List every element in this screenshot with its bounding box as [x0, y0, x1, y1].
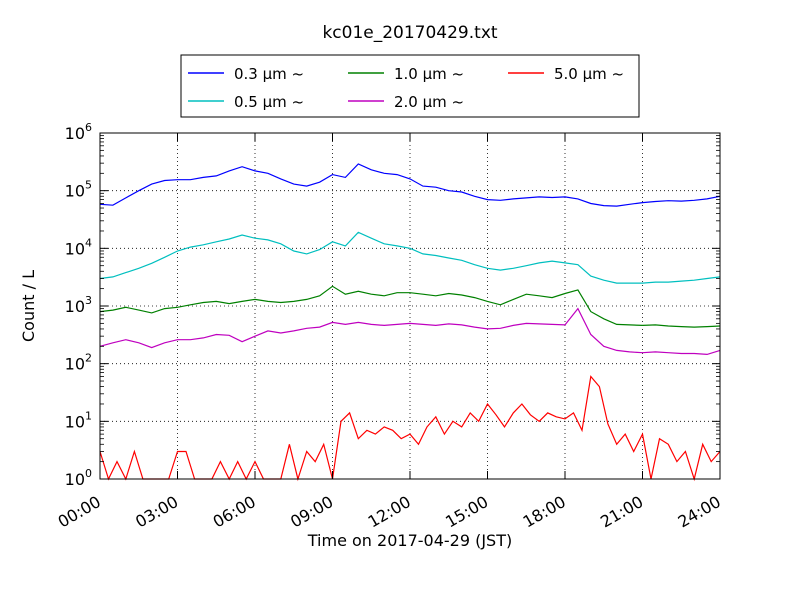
x-tick-label: 24:00 — [675, 492, 724, 532]
x-axis-ticks: 00:00 03:00 06:00 09:00 12:00 15:00 18:00 21:00… — [55, 133, 724, 532]
y-axis-ticks: 100 101 102 103 104 105 106 — [65, 121, 720, 489]
x-tick-label: 15:00 — [442, 492, 491, 532]
legend-frame — [180, 54, 640, 118]
x-tick-label: 09:00 — [287, 492, 336, 532]
legend: 0.3 μm ~ 0.5 μm ~ 1.0 μm ~ 2.0 μm ~ 5.0 μm ~ — [180, 54, 640, 118]
x-tick-label: 06:00 — [210, 492, 259, 532]
y-tick-label: 101 — [65, 409, 92, 431]
legend-label: 0.5 μm ~ — [234, 93, 304, 111]
series-line — [99, 231, 721, 284]
y-axis-label: Count / L — [19, 270, 38, 342]
legend-label: 5.0 μm ~ — [554, 65, 624, 83]
x-tick-label: 03:00 — [132, 492, 181, 532]
y-tick-label: 103 — [65, 294, 92, 316]
legend-label: 1.0 μm ~ — [394, 65, 464, 83]
y-tick-label: 106 — [65, 121, 92, 143]
series-line — [99, 163, 721, 207]
legend-label: 2.0 μm ~ — [394, 93, 464, 111]
y-tick-label: 102 — [65, 352, 92, 374]
y-tick-label: 100 — [65, 467, 92, 489]
x-tick-label: 21:00 — [597, 492, 646, 532]
y-tick-label: 105 — [65, 179, 92, 201]
x-tick-label: 12:00 — [365, 492, 414, 532]
grid — [100, 133, 720, 479]
x-tick-label: 18:00 — [520, 492, 569, 532]
series-line — [99, 285, 721, 328]
x-axis-label: Time on 2017-04-29 (JST) — [307, 531, 512, 550]
legend-label: 0.3 μm ~ — [234, 65, 304, 83]
chart-title: kc01e_20170429.txt — [322, 23, 497, 43]
series-line — [99, 375, 721, 482]
y-tick-label: 104 — [65, 236, 92, 258]
series-line — [99, 307, 721, 356]
x-tick-label: 00:00 — [55, 492, 104, 532]
series-lines — [99, 163, 721, 482]
